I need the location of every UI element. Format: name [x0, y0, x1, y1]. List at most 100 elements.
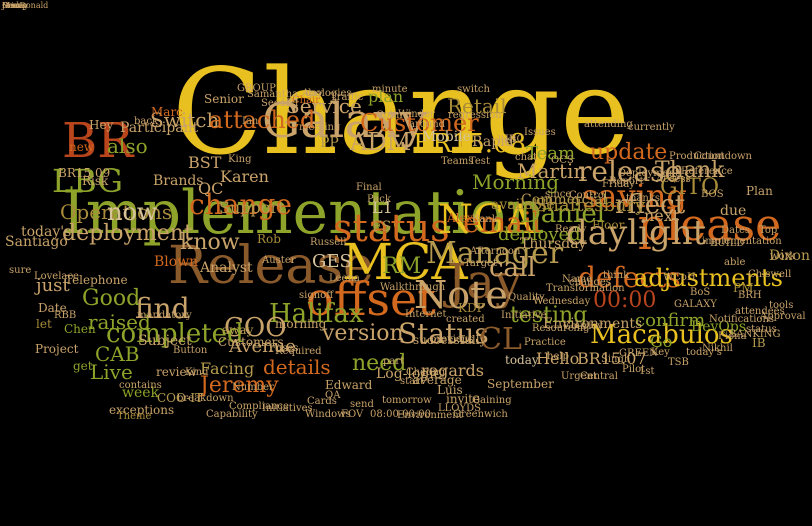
cloud-word: OCS: [551, 154, 574, 166]
cloud-word: Reference: [681, 165, 733, 177]
cloud-word: previous: [430, 333, 474, 345]
cloud-word: Participant: [120, 119, 199, 136]
cloud-word: Galaxy: [262, 92, 428, 149]
cloud-word: Auster: [262, 254, 296, 266]
cloud-word: Subject: [138, 332, 192, 349]
cloud-word: know: [180, 229, 240, 255]
cloud-word: Status: [398, 317, 489, 351]
cloud-word: please: [638, 199, 782, 251]
cloud-word: Rapid: [472, 133, 514, 150]
cloud-word: send: [350, 398, 374, 410]
cloud-word: COO: [224, 312, 287, 343]
cloud-word: Chair: [292, 94, 321, 106]
cloud-word: work: [770, 250, 796, 262]
cloud-word: day: [305, 87, 324, 99]
cloud-word: Manager: [426, 236, 564, 272]
cloud-word: Bank: [472, 213, 498, 225]
cloud-word: BST: [188, 152, 222, 172]
cloud-word: KDP: [458, 301, 485, 316]
cloud-word: Thank: [655, 157, 725, 183]
cloud-word: BR: [62, 112, 134, 169]
cloud-word: release: [578, 155, 682, 189]
cloud-word: Lovelace: [34, 270, 79, 282]
cloud-word: today's: [686, 346, 722, 358]
cloud-word: BUILD: [710, 237, 745, 249]
cloud-word: BOS: [701, 188, 724, 200]
cloud-word: Compliance: [229, 400, 289, 412]
cloud-word: Second: [261, 97, 299, 109]
cloud-word: Countdown: [694, 150, 752, 162]
cloud-word: Walkthrough: [380, 281, 446, 293]
cloud-word: Facing: [200, 358, 255, 378]
cloud-word: email: [463, 206, 541, 240]
cloud-word: since: [545, 188, 572, 200]
cloud-word: Windows: [305, 408, 351, 420]
cloud-word: Martin: [517, 158, 587, 183]
cloud-word: Ready: [555, 223, 587, 235]
cloud-word: Rob: [257, 232, 281, 247]
cloud-word: confirm: [635, 310, 706, 332]
cloud-word: Shaftesbury: [535, 195, 646, 217]
cloud-word: GITO: [660, 174, 719, 200]
cloud-word: deployed: [498, 224, 581, 246]
cloud-word: regards: [421, 360, 484, 380]
cloud-word: change: [189, 188, 292, 222]
cloud-word: signoff: [299, 289, 334, 301]
cloud-word: Analyst: [200, 259, 253, 276]
cloud-word: Chen: [64, 322, 96, 337]
cloud-word: Gourley: [563, 320, 603, 332]
cloud-word: implementation: [702, 235, 782, 247]
cloud-word: GREEN: [619, 347, 658, 359]
cloud-word: version: [322, 320, 404, 346]
cloud-word: Top: [759, 224, 778, 236]
cloud-word: details: [263, 354, 331, 379]
cloud-word: Notifications: [709, 313, 775, 325]
cloud-word: James: [2, 0, 27, 10]
cloud-word: Blown: [154, 253, 199, 270]
cloud-word: Risk: [82, 174, 109, 189]
cloud-word: Pilot: [622, 363, 646, 375]
cloud-word: tomorrow: [382, 394, 432, 406]
cloud-word: review: [156, 365, 197, 380]
cloud-word: find: [135, 292, 190, 326]
cloud-word: Morning: [472, 169, 560, 194]
cloud-word: CAB: [95, 341, 140, 366]
cloud-word: let: [36, 317, 52, 332]
cloud-word: PP: [320, 134, 339, 151]
cloud-word: DevOps: [691, 318, 747, 335]
cloud-word: Luis: [437, 383, 463, 398]
cloud-word: Kind: [185, 366, 209, 378]
cloud-word: GALAXY: [674, 298, 717, 310]
cloud-word: QC: [198, 178, 224, 198]
cloud-word: Chiswell: [748, 268, 792, 280]
cloud-word: MCA: [342, 233, 468, 291]
cloud-word: King: [228, 153, 252, 165]
cloud-word: Release: [168, 236, 374, 297]
cloud-word: saving: [582, 176, 687, 215]
cloud-word: Wednesday: [533, 295, 591, 307]
cloud-word: defects: [578, 261, 681, 295]
cloud-word: Required: [275, 345, 322, 357]
cloud-word: meeting: [299, 121, 341, 133]
cloud-word: IBC: [505, 133, 525, 145]
cloud-word: Transformation: [546, 282, 625, 294]
cloud-word: Ian: [242, 115, 259, 127]
cloud-word: mandatory: [137, 309, 192, 321]
cloud-word: Edward: [325, 378, 373, 393]
cloud-word: BR15.07: [577, 348, 647, 368]
cloud-word: rflect: [615, 189, 686, 220]
cloud-word: Gaining: [472, 394, 512, 406]
cloud-word: Dixon: [768, 247, 810, 264]
cloud-word: changes: [569, 276, 611, 288]
cloud-word: TSB: [668, 356, 689, 368]
cloud-word: Alex: [447, 211, 474, 226]
cloud-word: today's: [21, 223, 72, 240]
cloud-word: tools: [769, 299, 794, 311]
cloud-word: Environment: [397, 409, 463, 421]
cloud-word: Log-logic: [376, 365, 442, 382]
cloud-word: Jeremy: [200, 372, 279, 398]
cloud-word: Nikhil: [702, 342, 733, 354]
cloud-word: attendees: [735, 305, 785, 317]
cloud-word: week: [122, 384, 160, 401]
cloud-word: RBB: [54, 309, 77, 321]
